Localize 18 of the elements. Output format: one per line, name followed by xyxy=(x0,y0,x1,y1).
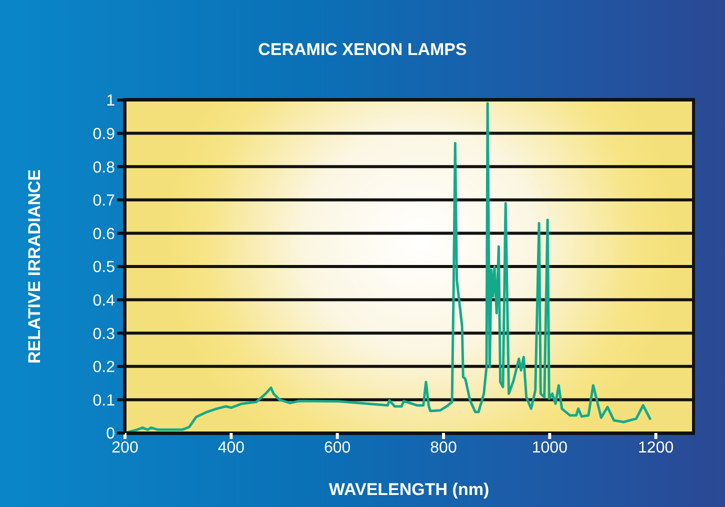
x-tick-label: 800 xyxy=(430,439,457,456)
y-tick-label: 0.8 xyxy=(92,159,116,176)
y-tick-label: 0.9 xyxy=(92,126,116,143)
y-tick-label: 0.4 xyxy=(92,292,116,310)
chart-title: CERAMIC XENON LAMPS xyxy=(257,40,468,60)
x-tick-label: 1000 xyxy=(532,439,568,456)
x-tick-label: 1200 xyxy=(638,439,674,456)
y-tick-label: 0.3 xyxy=(92,326,116,343)
x-tick-label: 600 xyxy=(324,439,351,456)
y-tick-label: 1 xyxy=(106,92,116,110)
y-axis-title: RELATIVE IRRADIANCE xyxy=(25,169,44,364)
y-tick-label: 0.2 xyxy=(92,359,116,376)
y-tick-label: 0.6 xyxy=(92,226,116,243)
y-tick-label: 0.7 xyxy=(92,192,116,210)
y-tick-label: 0.1 xyxy=(92,392,116,410)
x-axis-title: WAVELENGTH (nm) xyxy=(328,480,490,499)
x-tick-label: 400 xyxy=(218,439,245,456)
y-tick-label: 0.5 xyxy=(92,259,116,276)
